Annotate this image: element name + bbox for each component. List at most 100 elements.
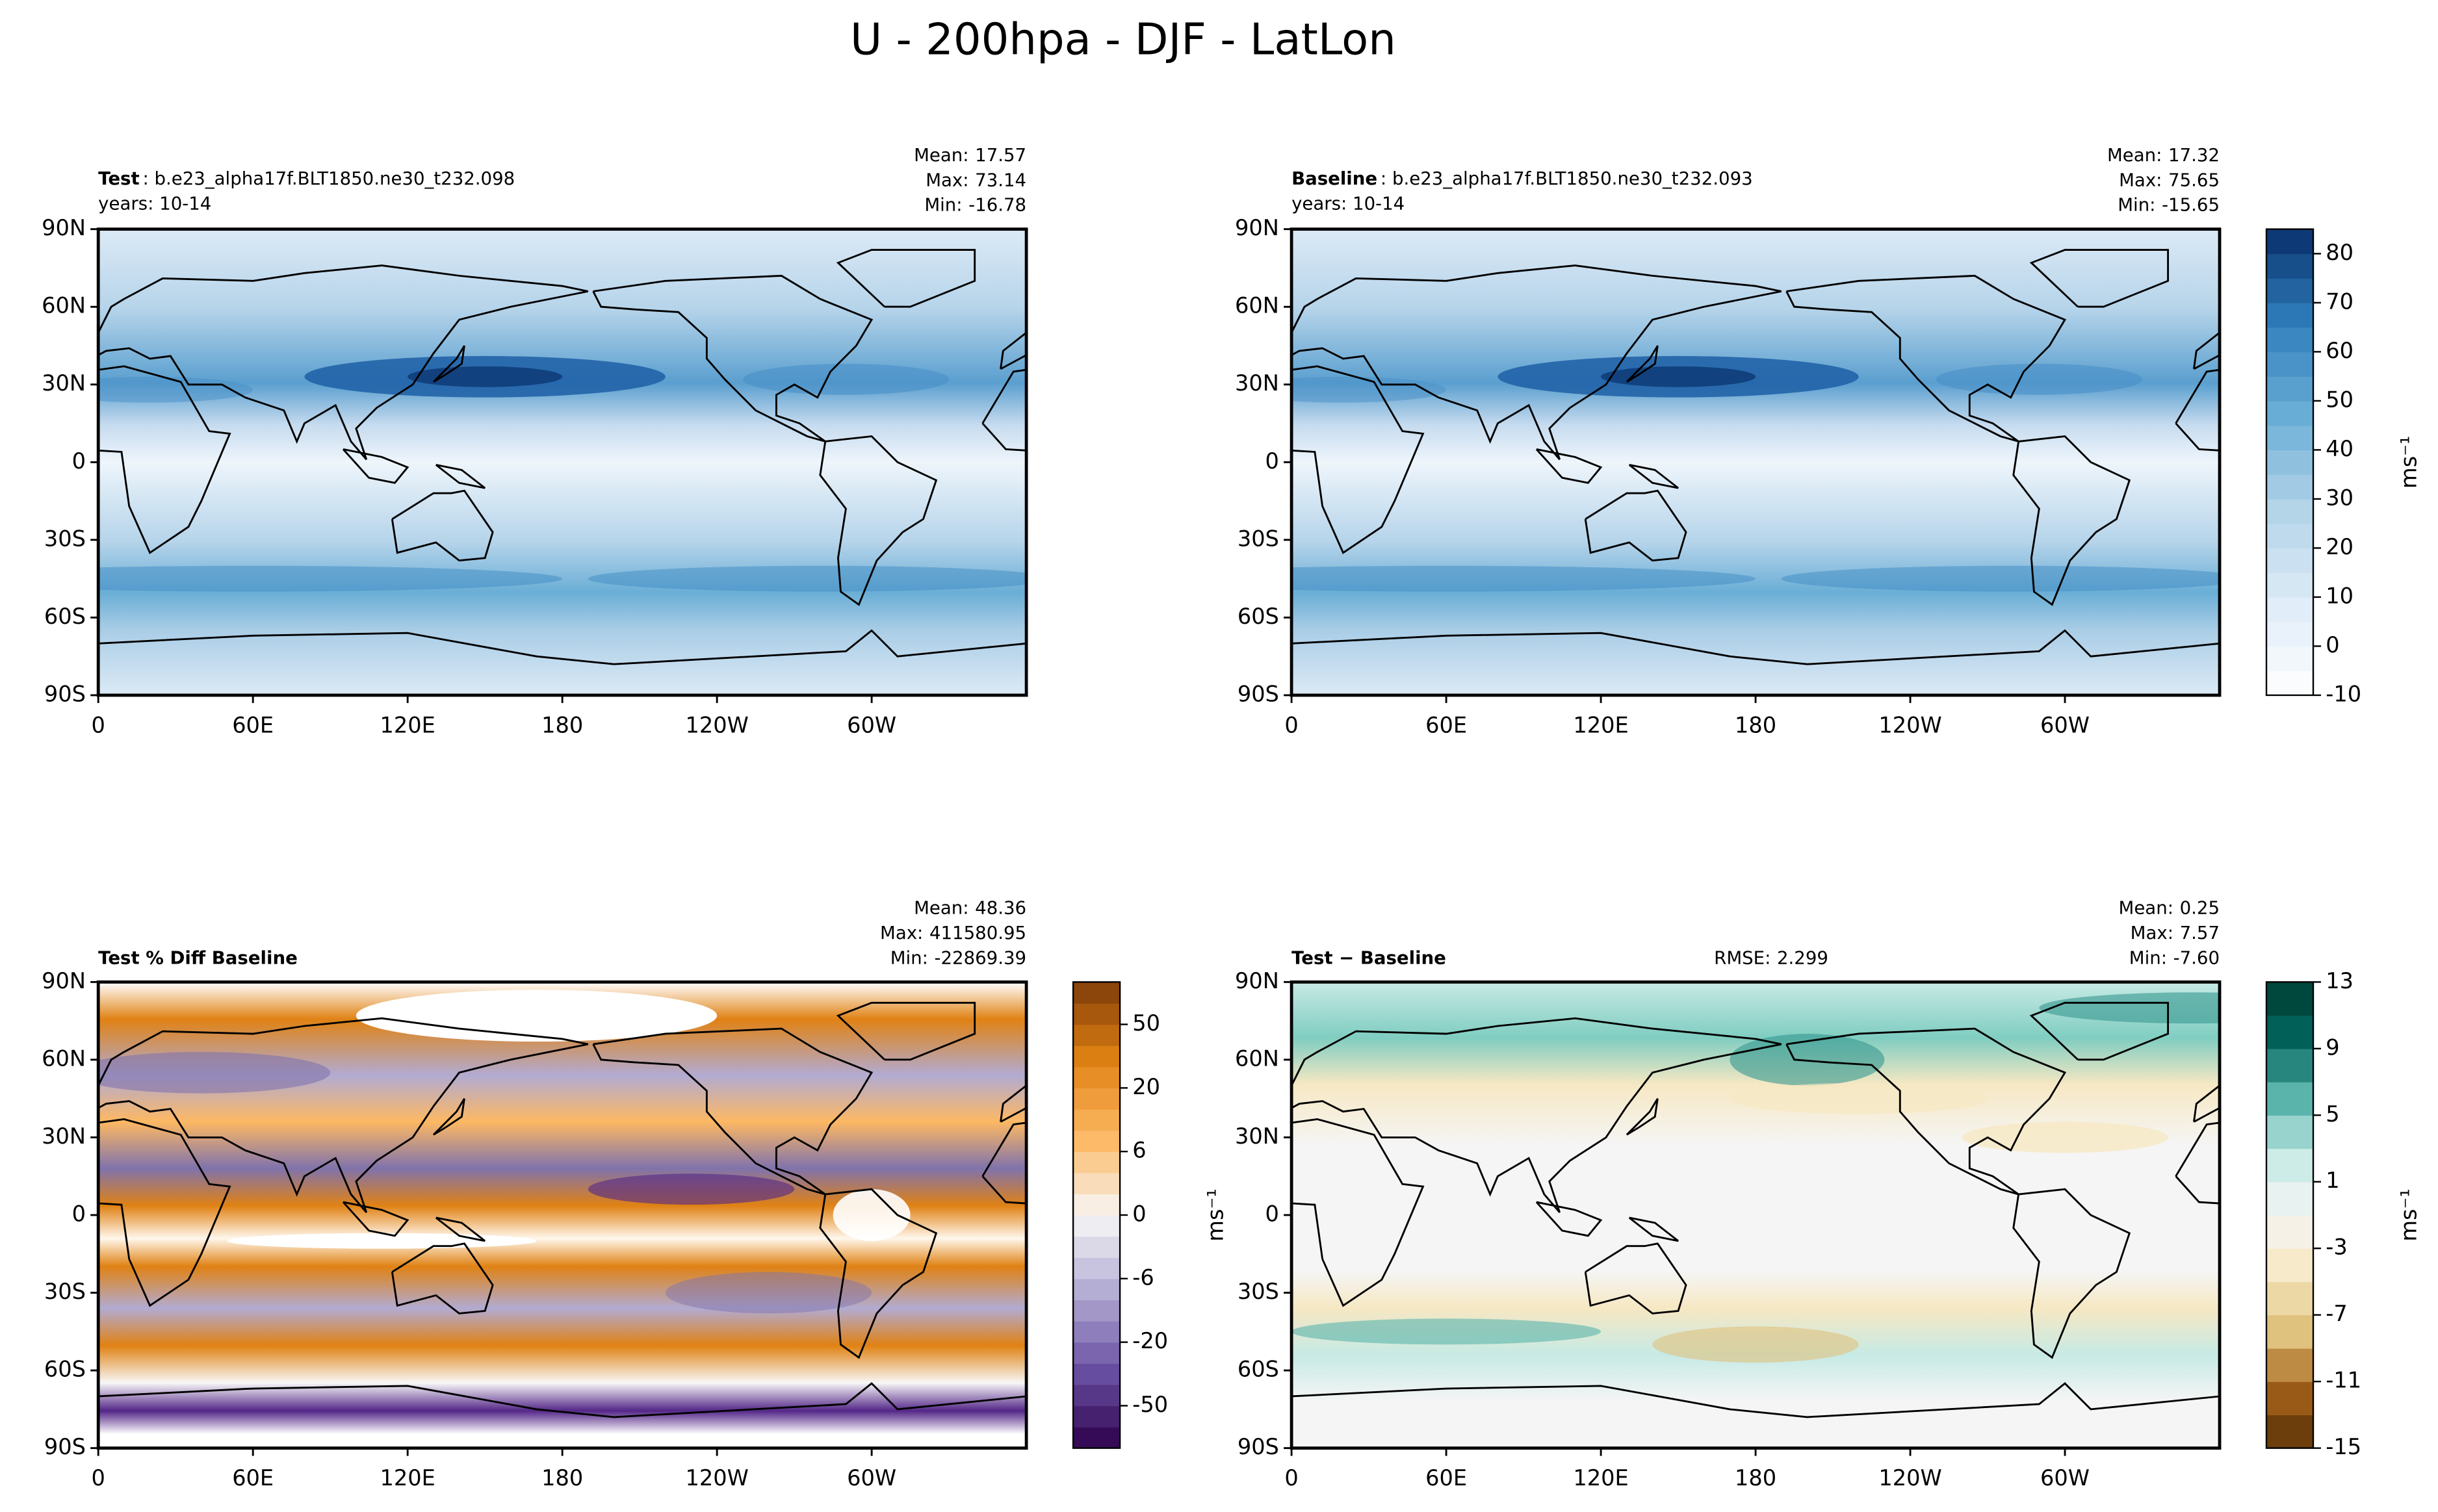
stat-name: Max: [880, 922, 923, 943]
x-tick-label: 0 [92, 712, 105, 737]
y-tick-label: 30S [44, 1279, 86, 1304]
y-tick-label: 60N [1235, 293, 1279, 318]
coastline [98, 629, 1027, 665]
x-tick-label: 60W [847, 1465, 896, 1491]
map-panel: 0 60E 120E 180 120W 60W 90S 60S 30S 0 30N 60N 90N Bas… [1235, 144, 2421, 738]
panel-title-label: Baseline [1291, 168, 1377, 189]
colorbar-box [1073, 1172, 1121, 1195]
colorbar-box [2266, 229, 2314, 255]
colorbar-box [1073, 1257, 1121, 1279]
colorbar-box [2266, 302, 2314, 328]
coastline [1291, 1118, 1425, 1307]
colorbar-label: ms⁻¹ [1202, 1188, 1228, 1241]
colorbar-box [2266, 548, 2314, 573]
x-tick-label: 60W [847, 712, 896, 737]
field-feature [98, 1051, 331, 1094]
colorbar-tick-label: -50 [1132, 1392, 1168, 1417]
colorbar-label: ms⁻¹ [2396, 1188, 2421, 1241]
stat: Max: 75.65 [2119, 169, 2220, 190]
colorbar-box [1073, 1151, 1121, 1173]
colorbar-box [1073, 1342, 1121, 1364]
colorbar-box [2266, 498, 2314, 524]
x-tick-label: 180 [541, 712, 583, 737]
y-tick-label: 60N [1235, 1045, 1279, 1071]
y-tick-label: 0 [1265, 448, 1279, 474]
colorbar-box [1073, 1384, 1121, 1407]
colorbar-box [1073, 1427, 1121, 1449]
coastline [1291, 264, 1782, 461]
colorbar-box [2266, 278, 2314, 303]
field-feature [408, 366, 563, 387]
colorbar-box [2266, 474, 2314, 500]
stat-name: Max: [2131, 922, 2173, 943]
colorbar-box [2266, 450, 2314, 475]
coastlines [0, 1001, 1027, 1418]
y-tick-label: 90N [1235, 968, 1279, 993]
panel-title: Test: b.e23_alpha17f.BLT1850.ne30_t232.0… [98, 168, 515, 189]
colorbar-box [1073, 1278, 1121, 1301]
colorbar-tick-label: 80 [2326, 240, 2354, 265]
field-feature [833, 1189, 911, 1241]
y-tick-label: 90N [1235, 215, 1279, 240]
y-tick-label: 30N [42, 370, 86, 396]
y-tick-label: 30N [1235, 1123, 1279, 1149]
x-tick-label: 60E [232, 712, 274, 737]
colorbar: -15 -11 -7 -3 1 5 9 13 ms⁻¹ [2265, 968, 2421, 1459]
coastlines [1291, 249, 2220, 665]
coastline [98, 1017, 589, 1213]
y-tick-label: 30S [44, 526, 86, 551]
colorbar-box [2266, 352, 2314, 377]
colorbar-box [1073, 1108, 1121, 1131]
colorbar-box [1073, 1088, 1121, 1110]
years: years: 10-14 [1291, 192, 1405, 214]
map-panel: 0 60E 120E 180 120W 60W 90S 60S 30S 0 30N 60N 90N Tes… [42, 144, 1028, 737]
stat-name: Min: [890, 947, 928, 968]
field [1291, 982, 2220, 1448]
coastline [391, 1242, 494, 1314]
stat: Max: 7.57 [2131, 922, 2220, 943]
figure-title: U - 200hpa - DJF - LatLon [850, 14, 1396, 64]
colorbar-box [2266, 671, 2314, 696]
colorbar-tick-label: 0 [2326, 632, 2339, 658]
colorbar-box [1073, 1066, 1121, 1089]
coastline [342, 448, 409, 484]
colorbar-box [2266, 376, 2314, 402]
colorbar-tick-label: 30 [2326, 485, 2354, 510]
colorbar-box [2266, 621, 2314, 647]
coastline [0, 1189, 8, 1357]
colorbar-box [2266, 400, 2314, 426]
field [0, 982, 1027, 1448]
stat: Mean: 0.25 [2119, 897, 2220, 919]
x-tick-label: 0 [92, 1465, 105, 1491]
stat-value: 7.57 [2180, 922, 2220, 943]
coastline [1628, 1216, 1679, 1242]
panel-title-label: Test − Baseline [1291, 947, 1446, 968]
colorbar-box [2266, 982, 2314, 1016]
colorbar-box [2266, 646, 2314, 671]
colorbar-tick-label: -11 [2326, 1368, 2361, 1393]
field-feature [1291, 1318, 1602, 1345]
x-tick-label: 120E [1573, 712, 1628, 737]
colorbar-box [1073, 1321, 1121, 1343]
stat-value: -22869.39 [935, 947, 1027, 968]
coastline [1291, 365, 1425, 554]
stat-value: -7.60 [2173, 947, 2220, 968]
stat-value: 73.14 [975, 169, 1026, 190]
colorbar-box [2266, 1348, 2314, 1382]
case-name: : b.e23_alpha17f.BLT1850.ne30_t232.093 [1381, 168, 1753, 189]
y-tick-label: 0 [72, 448, 86, 474]
coastline [1535, 1201, 1603, 1237]
colorbar-tick-label: 40 [2326, 436, 2354, 461]
map-panel: 0 60E 120E 180 120W 60W 90S 60S 30S 0 30N 60N 90N Tes… [0, 897, 1228, 1491]
colorbar-label: ms⁻¹ [2396, 436, 2421, 489]
colorbar-tick-label: 20 [1132, 1074, 1160, 1099]
coastline [0, 1003, 47, 1060]
coastline [1626, 345, 1659, 383]
field-feature [1291, 565, 1756, 592]
x-tick-label: 0 [1284, 712, 1298, 737]
x-tick-label: 60W [2040, 712, 2090, 737]
panel-title: Test % Diff Baseline [98, 947, 298, 968]
x-tick-label: 180 [1735, 712, 1776, 737]
